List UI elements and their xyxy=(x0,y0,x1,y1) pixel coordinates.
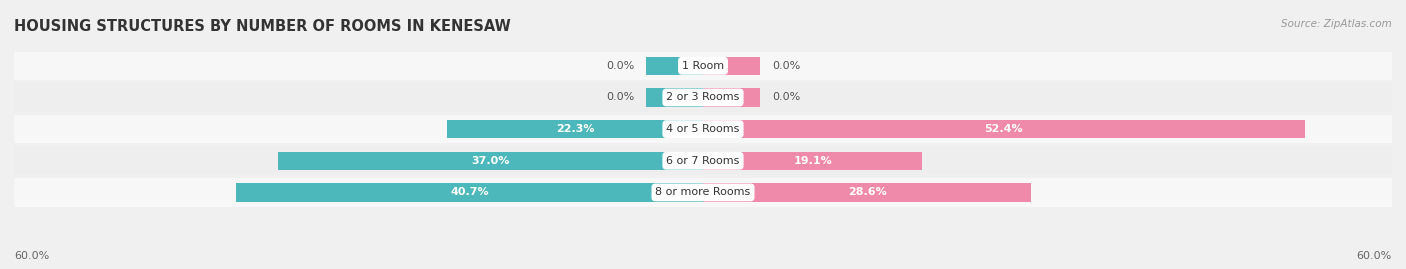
Text: 52.4%: 52.4% xyxy=(984,124,1024,134)
Text: HOUSING STRUCTURES BY NUMBER OF ROOMS IN KENESAW: HOUSING STRUCTURES BY NUMBER OF ROOMS IN… xyxy=(14,19,510,34)
Text: Source: ZipAtlas.com: Source: ZipAtlas.com xyxy=(1281,19,1392,29)
Text: 0.0%: 0.0% xyxy=(606,61,634,71)
Text: 60.0%: 60.0% xyxy=(1357,250,1392,261)
Bar xyxy=(236,183,703,201)
Bar xyxy=(14,52,1392,80)
Bar xyxy=(14,83,1392,112)
Text: 0.0%: 0.0% xyxy=(772,61,800,71)
Text: 22.3%: 22.3% xyxy=(555,124,595,134)
Text: 19.1%: 19.1% xyxy=(793,156,832,166)
Bar xyxy=(645,88,703,107)
Bar xyxy=(703,88,761,107)
Bar xyxy=(703,120,1305,138)
Legend: Owner-occupied, Renter-occupied: Owner-occupied, Renter-occupied xyxy=(572,266,834,269)
Text: 37.0%: 37.0% xyxy=(471,156,510,166)
Text: 28.6%: 28.6% xyxy=(848,187,887,197)
Bar xyxy=(645,57,703,75)
Text: 1 Room: 1 Room xyxy=(682,61,724,71)
Bar xyxy=(703,57,761,75)
Bar xyxy=(278,152,703,170)
Text: 0.0%: 0.0% xyxy=(606,93,634,102)
Bar xyxy=(447,120,703,138)
Bar xyxy=(703,152,922,170)
Bar xyxy=(703,183,1032,201)
Text: 40.7%: 40.7% xyxy=(450,187,489,197)
Text: 6 or 7 Rooms: 6 or 7 Rooms xyxy=(666,156,740,166)
Text: 60.0%: 60.0% xyxy=(14,250,49,261)
Bar xyxy=(14,147,1392,175)
Bar xyxy=(14,115,1392,143)
Text: 0.0%: 0.0% xyxy=(772,93,800,102)
Bar xyxy=(14,178,1392,207)
Text: 4 or 5 Rooms: 4 or 5 Rooms xyxy=(666,124,740,134)
Text: 8 or more Rooms: 8 or more Rooms xyxy=(655,187,751,197)
Text: 2 or 3 Rooms: 2 or 3 Rooms xyxy=(666,93,740,102)
